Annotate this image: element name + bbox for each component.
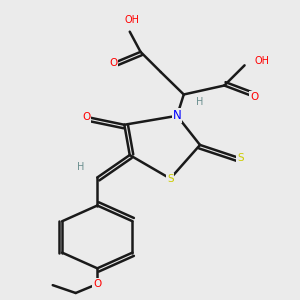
Text: OH: OH: [125, 16, 140, 26]
Text: OH: OH: [255, 56, 270, 66]
Text: N: N: [172, 109, 182, 122]
Text: H: H: [77, 162, 85, 172]
Text: O: O: [82, 112, 91, 122]
Text: O: O: [93, 279, 101, 289]
Text: O: O: [110, 58, 118, 68]
Text: O: O: [250, 92, 258, 102]
Text: H: H: [196, 97, 204, 107]
Text: S: S: [167, 174, 174, 184]
Text: S: S: [237, 153, 244, 164]
